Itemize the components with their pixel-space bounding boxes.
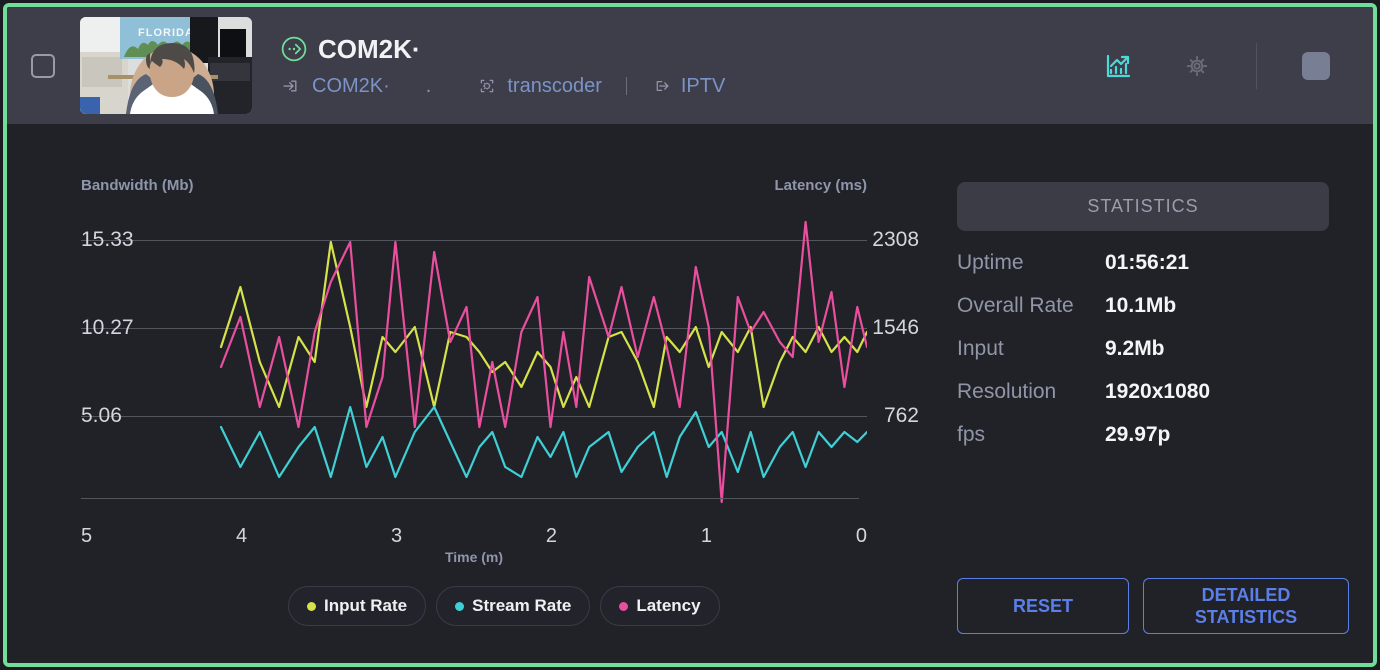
svg-text:FLORIDA: FLORIDA [138,27,194,39]
